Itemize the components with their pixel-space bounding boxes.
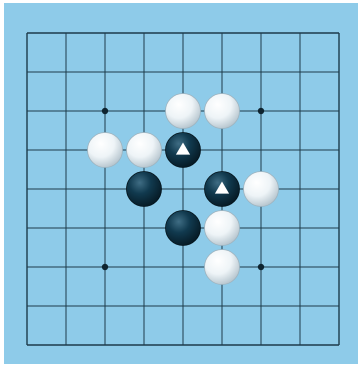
star-point bbox=[101, 263, 109, 271]
black-stone-body bbox=[126, 171, 162, 207]
black-stone bbox=[126, 171, 162, 207]
white-stone bbox=[165, 93, 201, 129]
black-stone bbox=[165, 132, 201, 168]
white-stone-body bbox=[204, 249, 240, 285]
white-stone bbox=[87, 132, 123, 168]
black-stone-body bbox=[165, 210, 201, 246]
white-stone-body bbox=[204, 93, 240, 129]
white-stone bbox=[204, 210, 240, 246]
white-stone bbox=[126, 132, 162, 168]
white-stone-body bbox=[204, 210, 240, 246]
go-board bbox=[4, 3, 358, 364]
white-stone-body bbox=[165, 93, 201, 129]
star-point bbox=[257, 263, 265, 271]
white-stone bbox=[243, 171, 279, 207]
triangle-marker-icon bbox=[175, 142, 191, 155]
white-stone-body bbox=[243, 171, 279, 207]
white-stone-body bbox=[126, 132, 162, 168]
white-stone bbox=[204, 93, 240, 129]
star-point bbox=[257, 107, 265, 115]
white-stone-body bbox=[87, 132, 123, 168]
white-stone bbox=[204, 249, 240, 285]
triangle-marker-icon bbox=[214, 181, 230, 194]
star-point bbox=[101, 107, 109, 115]
black-stone bbox=[204, 171, 240, 207]
black-stone bbox=[165, 210, 201, 246]
